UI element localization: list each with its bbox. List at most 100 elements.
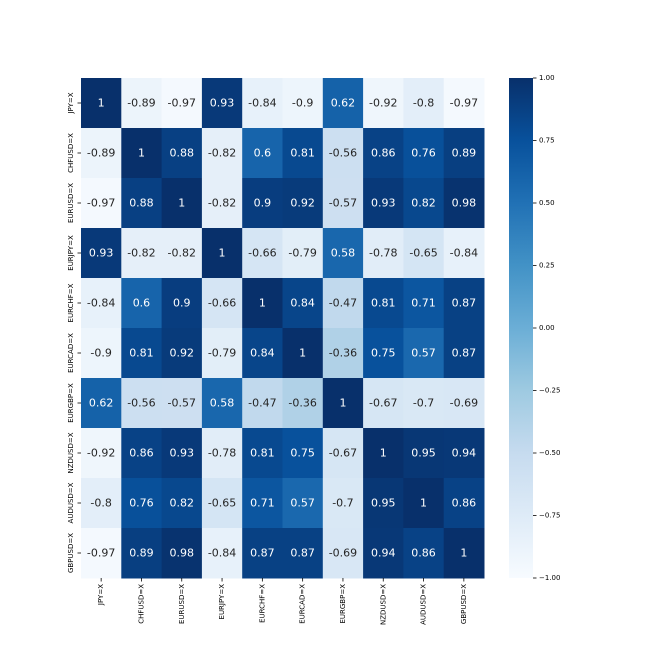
heatmap-cell-eurchf-x-nzdusd-x — [363, 278, 404, 329]
heatmap-cell-value: 0.92 — [290, 197, 315, 210]
heatmap-cell-value: 1 — [138, 147, 145, 160]
heatmap-cell-value: 0.92 — [170, 347, 195, 360]
heatmap-cell-gbpusd-x-audusd-x — [403, 528, 445, 579]
heatmap-cell-nzdusd-x-nzdusd-x — [363, 428, 404, 479]
heatmap-cell-value: 0.75 — [371, 347, 396, 360]
heatmap-cell-value: 0.98 — [452, 197, 477, 210]
heatmap-cell-value: 0.76 — [411, 147, 436, 160]
heatmap-cell-value: 0.86 — [371, 147, 396, 160]
heatmap-cell-eurgbp-x-gbpusd-x — [443, 378, 485, 429]
heatmap-cell-eurchf-x-audusd-x — [403, 278, 445, 329]
row-label-chfusd-x: CHFUSD=X — [67, 133, 75, 173]
colorbar-tick-label: −0.75 — [539, 512, 560, 520]
heatmap-cell-chfusd-x-gbpusd-x — [443, 128, 485, 179]
heatmap-cell-gbpusd-x-eurjpy-x — [201, 528, 243, 579]
heatmap-cell-value: 1 — [380, 447, 387, 460]
column-label-jpy-x: JPY=X — [97, 584, 105, 606]
heatmap-cell-eurgbp-x-chfusd-x — [121, 378, 163, 429]
heatmap-cell-audusd-x-chfusd-x — [121, 478, 163, 529]
heatmap-cell-eurusd-x-eurgbp-x — [322, 178, 364, 229]
heatmap-cell-gbpusd-x-eurusd-x — [161, 528, 203, 579]
heatmap-cell-value: -0.97 — [87, 197, 115, 210]
heatmap-cell-value: -0.47 — [248, 397, 276, 410]
heatmap-cell-value: -0.82 — [127, 247, 155, 260]
heatmap-cell-value: -0.78 — [208, 447, 236, 460]
colorbar-ticks: 1.00 0.75 0.50 0.25 0.00 −0.25 −0.50 −0.75 −1.00 — [533, 74, 560, 582]
heatmap-cell-value: 1 — [259, 297, 266, 310]
heatmap-cell-value: -0.9 — [292, 97, 313, 110]
heatmap-cell-value: -0.7 — [413, 397, 434, 410]
heatmap-cell-gbpusd-x-chfusd-x — [121, 528, 163, 579]
colorbar-tick-label: 1.00 — [539, 74, 555, 82]
heatmap-cell-jpy-x-eurchf-x — [242, 78, 283, 129]
heatmap-cell-value: 0.88 — [170, 147, 195, 160]
column-label-eurjpy-x: EURJPY=X — [218, 584, 226, 620]
heatmap-cell-value: -0.79 — [208, 347, 236, 360]
heatmap-cell-value: 0.57 — [411, 347, 436, 360]
heatmap-cell-value: 0.95 — [411, 447, 436, 460]
row-labels: JPY=X CHFUSD=X EURUSD=X EURJPY=X EURCHF=X EUR… — [67, 92, 81, 573]
heatmap-cell-value: -0.92 — [369, 97, 397, 110]
heatmap-cell-value: 0.58 — [210, 397, 235, 410]
row-label-eurchf-x: EURCHF=X — [67, 283, 75, 322]
column-label-eurcad-x: EURCAD=X — [299, 584, 307, 624]
heatmap-cell-nzdusd-x-eurcad-x — [282, 428, 324, 479]
heatmap-cell-gbpusd-x-eurchf-x — [242, 528, 283, 579]
heatmap-cell-eurchf-x-eurjpy-x — [201, 278, 243, 329]
heatmap-cell-value: -0.8 — [90, 497, 111, 510]
heatmap-cell-value: 1 — [98, 97, 105, 110]
heatmap-cell-eurjpy-x-eurusd-x — [161, 228, 203, 279]
heatmap-cell-value: -0.47 — [329, 297, 357, 310]
heatmap-cell-jpy-x-eurgbp-x — [322, 78, 364, 129]
column-labels: JPY=X CHFUSD=X EURUSD=X EURJPY=X EURCHF=X EUR… — [97, 578, 468, 625]
heatmap-cell-eurgbp-x-eurgbp-x — [322, 378, 364, 429]
heatmap-cell-value: -0.56 — [127, 397, 155, 410]
heatmap-cell-chfusd-x-chfusd-x — [121, 128, 163, 179]
heatmap-cell-eurjpy-x-chfusd-x — [121, 228, 163, 279]
colorbar-tick-label: −0.25 — [539, 387, 560, 395]
heatmap-cell-value: 0.94 — [452, 447, 477, 460]
heatmap-cell-eurcad-x-gbpusd-x — [443, 328, 485, 379]
heatmap-cell-chfusd-x-eurgbp-x — [322, 128, 364, 179]
heatmap-cell-value: -0.82 — [208, 147, 236, 160]
heatmap-cell-value: -0.82 — [208, 197, 236, 210]
row-label-eurcad-x: EURCAD=X — [67, 333, 75, 373]
heatmap-cell-eurusd-x-gbpusd-x — [443, 178, 485, 229]
heatmap-cell-eurcad-x-nzdusd-x — [363, 328, 404, 379]
heatmap-cell-value: -0.65 — [208, 497, 236, 510]
column-label-gbpusd-x: GBPUSD=X — [460, 584, 468, 624]
heatmap-cell-eurusd-x-jpy-x — [81, 178, 122, 229]
heatmap-cell-value: -0.69 — [450, 397, 478, 410]
heatmap-cell-eurjpy-x-jpy-x — [81, 228, 122, 279]
heatmap-cell-value: 0.9 — [254, 197, 272, 210]
heatmap-cell-nzdusd-x-chfusd-x — [121, 428, 163, 479]
heatmap-cell-eurgbp-x-eurusd-x — [161, 378, 203, 429]
heatmap-cell-value: 0.62 — [89, 397, 114, 410]
heatmap-cell-jpy-x-gbpusd-x — [443, 78, 485, 129]
heatmap-cell-eurusd-x-eurjpy-x — [201, 178, 243, 229]
heatmap-cell-value: 0.87 — [290, 547, 315, 560]
heatmap-cell-value: -0.67 — [329, 447, 357, 460]
heatmap-cell-eurusd-x-eurcad-x — [282, 178, 324, 229]
heatmap-cell-nzdusd-x-jpy-x — [81, 428, 122, 479]
heatmap-cell-chfusd-x-nzdusd-x — [363, 128, 404, 179]
heatmap-cell-value: -0.9 — [90, 347, 111, 360]
heatmap-cell-audusd-x-eurchf-x — [242, 478, 283, 529]
heatmap-cell-value: 1 — [420, 497, 427, 510]
heatmap-cell-eurjpy-x-nzdusd-x — [363, 228, 404, 279]
heatmap-cell-value: 0.58 — [331, 247, 356, 260]
heatmap-cell-value: -0.84 — [208, 547, 236, 560]
heatmap-cell-eurusd-x-eurchf-x — [242, 178, 283, 229]
heatmap-cell-value: 0.93 — [210, 97, 235, 110]
heatmap-cell-value: 0.84 — [250, 347, 275, 360]
heatmap-cell-eurcad-x-chfusd-x — [121, 328, 163, 379]
heatmap-cell-eurchf-x-eurchf-x — [242, 278, 283, 329]
row-label-gbpusd-x: GBPUSD=X — [67, 533, 75, 573]
heatmap-cell-jpy-x-eurcad-x — [282, 78, 324, 129]
heatmap-cell-value: 0.89 — [452, 147, 477, 160]
heatmap-cell-value: 0.6 — [133, 297, 151, 310]
heatmap-cell-value: 0.88 — [129, 197, 154, 210]
heatmap-cell-jpy-x-eurjpy-x — [201, 78, 243, 129]
heatmap-cell-eurjpy-x-eurjpy-x — [201, 228, 243, 279]
heatmap-cell-eurjpy-x-audusd-x — [403, 228, 445, 279]
